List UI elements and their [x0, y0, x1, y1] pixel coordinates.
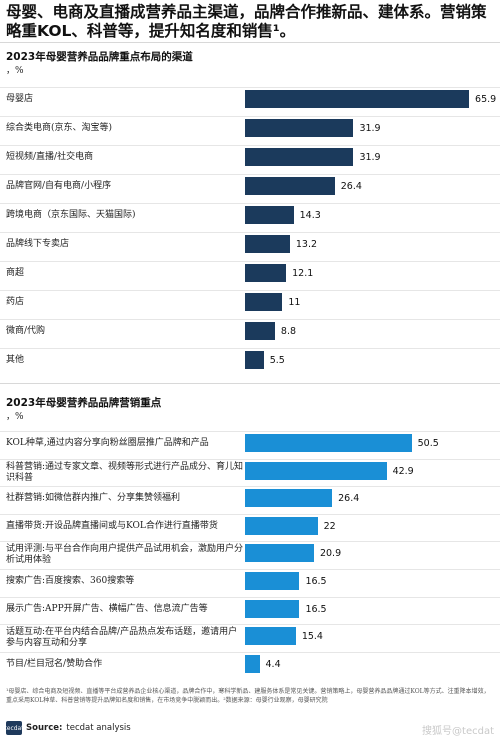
row-divider: [0, 348, 500, 349]
row-divider: [0, 569, 500, 570]
category-label: 话题互动:在平台内结合品牌/产品热点发布话题，邀请用户参与内容互动和分享: [6, 627, 238, 649]
row-divider: [0, 87, 500, 88]
bar: [245, 516, 318, 535]
bar: [245, 148, 354, 166]
row-divider: [0, 319, 500, 320]
bar: [245, 90, 470, 108]
value-label: 22: [323, 520, 336, 532]
bar: [245, 654, 260, 673]
row-divider: [0, 486, 500, 488]
bar: [245, 177, 335, 195]
value-label: 4.4: [265, 658, 281, 670]
category-label: 其他: [6, 355, 25, 365]
value-label: 13.2: [295, 239, 318, 250]
separator-middle: [0, 383, 500, 384]
value-label: 14.3: [299, 210, 321, 221]
bar: [245, 461, 387, 480]
chart-title-channels: 2023年母婴营养品品牌重点布局的渠道: [6, 51, 193, 63]
value-label: 8.8: [280, 326, 297, 337]
chart-unit-marketing: ，%: [6, 412, 24, 422]
tecdat-logo-icon: tecdat: [4, 721, 24, 735]
row-divider: [0, 145, 500, 146]
bar: [245, 293, 283, 311]
category-label: 节目/栏目冠名/赞助合作: [6, 658, 103, 669]
category-label: 药店: [6, 297, 25, 307]
row-divider: [0, 431, 500, 432]
category-label: 综合类电商(京东、淘宝等): [6, 123, 113, 133]
category-label: 展示广告:APP开屏广告、横幅广告、信息流广告等: [6, 603, 208, 614]
bar: [245, 322, 275, 340]
separator-top: [0, 42, 500, 43]
row-divider: [0, 116, 500, 117]
value-label: 42.9: [392, 465, 414, 477]
row-divider: [0, 596, 500, 598]
row-divider: [0, 458, 500, 460]
source-line: tecdat Source: tecdat analysis: [4, 721, 131, 735]
category-label: 试用评测:与平台合作向用户提供产品试用机会，激励用户分析试用体验: [6, 544, 244, 566]
bar: [245, 599, 300, 618]
headline: 母婴、电商及直播成营养品主渠道，品牌合作推新品、建体系。营销策略重KOL、科普等…: [6, 3, 487, 40]
value-label: 31.9: [359, 123, 381, 134]
category-label: KOL种草,通过内容分享向粉丝圈层推广品牌和产品: [6, 438, 209, 448]
bar: [245, 434, 412, 452]
category-label: 科普营销:通过专家文章、视频等形式进行产品成分、育儿知识科普: [6, 461, 244, 483]
value-label: 15.4: [301, 631, 323, 643]
value-label: 50.5: [417, 438, 439, 449]
category-label: 微商/代购: [6, 326, 46, 336]
category-label: 品牌线下专卖店: [6, 239, 70, 249]
bar: [245, 489, 333, 508]
source-text: tecdat analysis: [66, 723, 131, 733]
chart-unit-channels: ，%: [6, 66, 24, 76]
row-divider: [0, 541, 500, 543]
row-divider: [0, 203, 500, 204]
value-label: 31.9: [359, 152, 381, 163]
bar: [245, 627, 296, 646]
category-label: 品牌官网/自有电商/小程序: [6, 181, 112, 191]
category-label: 商超: [6, 268, 25, 278]
value-label: 16.5: [305, 576, 327, 587]
bar: [245, 206, 294, 224]
bar: [245, 572, 300, 590]
value-label: 11: [288, 297, 301, 308]
category-label: 母婴店: [6, 94, 34, 104]
row-divider: [0, 290, 500, 291]
row-divider: [0, 624, 500, 626]
value-label: 26.4: [340, 181, 362, 192]
category-label: 直播带货:开设品牌直播间或与KOL合作进行直播带货: [6, 520, 218, 531]
bar: [245, 235, 290, 253]
source-label: Source:: [26, 723, 63, 733]
footnote: ¹母婴店、综合电商及短视频、直播等平台成营养品企业核心渠道，品牌合作中，寒科学新…: [6, 688, 490, 704]
value-label: 16.5: [305, 603, 327, 615]
category-label: 短视频/直播/社交电商: [6, 152, 94, 162]
value-label: 20.9: [319, 548, 342, 560]
category-label: 搜索广告:百度搜索、360搜索等: [6, 576, 135, 586]
chart-title-marketing: 2023年母婴营养品品牌营销重点: [6, 397, 162, 409]
category-label: 跨境电商（京东国际、天猫国际): [6, 210, 136, 220]
row-divider: [0, 651, 500, 653]
value-label: 65.9: [475, 94, 497, 105]
bar: [245, 264, 287, 282]
row-divider: [0, 232, 500, 233]
value-label: 5.5: [269, 355, 285, 366]
value-label: 26.4: [338, 493, 360, 505]
bar: [245, 544, 314, 563]
row-divider: [0, 261, 500, 262]
row-divider: [0, 174, 500, 175]
row-divider: [0, 513, 500, 515]
value-label: 12.1: [292, 268, 314, 279]
watermark: 搜狐号@tecdat: [422, 726, 494, 737]
category-label: 社群营销:如微信群内推广、分享集赞领福利: [6, 493, 181, 504]
bar: [245, 119, 354, 137]
bar: [245, 351, 264, 369]
